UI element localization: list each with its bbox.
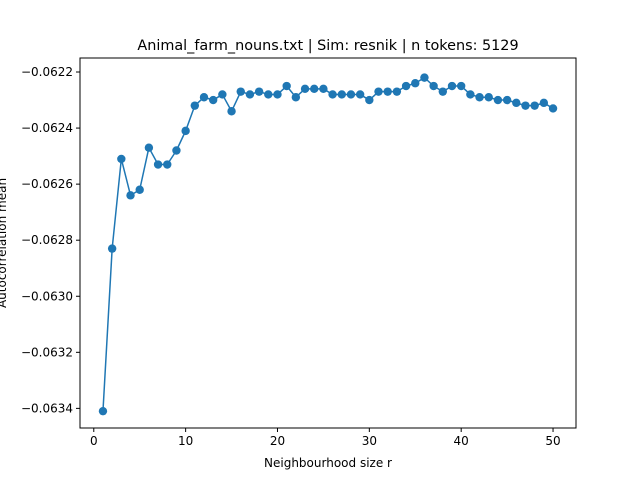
data-point: [153, 160, 163, 169]
plot-area: [79, 57, 577, 429]
data-point: [521, 101, 530, 110]
data-point: [374, 87, 383, 96]
data-point: [310, 84, 319, 94]
data-point: [163, 160, 172, 169]
data-point: [401, 81, 411, 91]
y-tick-label: −0.0628: [21, 233, 73, 247]
data-point: [300, 84, 310, 94]
data-point: [337, 90, 346, 99]
data-point: [392, 87, 402, 96]
chart-title: Animal_farm_nouns.txt | Sim: resnik | n …: [137, 38, 518, 54]
data-point: [365, 95, 374, 105]
y-tick-label: −0.0630: [21, 289, 73, 303]
x-axis-label: Neighbourhood size r: [264, 456, 392, 470]
x-tick-label: 50: [545, 434, 560, 448]
y-tick-label: −0.0632: [21, 345, 73, 359]
data-point: [245, 90, 255, 99]
data-point: [126, 191, 135, 200]
data-point: [144, 143, 154, 152]
y-axis-label: Autocorrelation mean: [0, 178, 9, 308]
data-point: [107, 244, 117, 253]
data-point: [254, 87, 264, 96]
data-point: [466, 90, 475, 99]
data-point: [346, 90, 356, 99]
data-point: [383, 87, 392, 96]
data-point: [227, 107, 236, 116]
data-point: [411, 79, 420, 88]
data-point: [420, 73, 429, 82]
data-point: [282, 81, 291, 91]
data-point: [539, 98, 549, 108]
data-point: [512, 98, 521, 108]
data-point: [502, 95, 512, 105]
plot-frame: [79, 57, 577, 429]
data-point: [530, 101, 539, 110]
x-tick-label: 40: [454, 434, 469, 448]
data-point: [438, 87, 448, 96]
data-point: [98, 406, 108, 416]
data-point: [273, 90, 282, 99]
data-point: [319, 84, 328, 94]
data-point: [484, 93, 493, 102]
data-point: [190, 101, 200, 110]
data-point: [548, 104, 558, 113]
data-point: [447, 81, 457, 91]
y-tick-label: −0.0622: [21, 65, 73, 79]
x-tick-label: 0: [90, 434, 98, 448]
data-point: [208, 95, 218, 105]
data-point: [236, 87, 245, 96]
series-group: [98, 73, 558, 416]
x-tick-label: 10: [178, 434, 193, 448]
data-point: [456, 81, 466, 91]
data-point: [181, 126, 190, 136]
y-tick-label: −0.0626: [21, 177, 73, 191]
x-tick-label: 30: [362, 434, 377, 448]
data-point: [475, 93, 484, 102]
x-axis: 0 10 20 30 40 50: [90, 428, 561, 448]
data-point: [199, 93, 209, 102]
y-tick-label: −0.0624: [21, 121, 73, 135]
y-axis: −0.0634 −0.0632 −0.0630 −0.0628 −0.0626 −0.06…: [21, 65, 80, 415]
data-point: [172, 146, 181, 155]
data-point: [218, 90, 227, 99]
x-tick-label: 20: [270, 434, 285, 448]
data-point: [493, 95, 503, 105]
data-point: [328, 90, 337, 99]
data-point: [135, 185, 144, 194]
data-point: [429, 81, 438, 91]
data-point: [291, 93, 301, 102]
y-tick-label: −0.0634: [21, 401, 73, 415]
data-point: [264, 90, 273, 99]
data-point: [117, 154, 126, 164]
data-point: [355, 90, 365, 99]
